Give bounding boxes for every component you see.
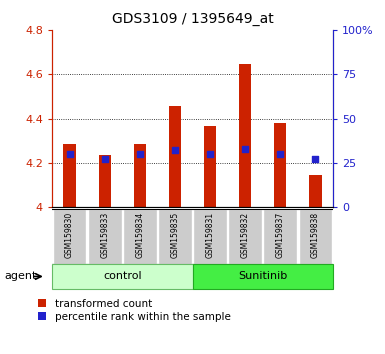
Text: GSM159835: GSM159835 (171, 212, 179, 258)
Text: Sunitinib: Sunitinib (238, 272, 287, 281)
Bar (193, 209, 227, 264)
Bar (228, 209, 262, 264)
Point (67, 151, 73, 157)
Point (207, 151, 213, 157)
Bar (274, 123, 286, 207)
Point (277, 151, 283, 157)
Bar (263, 209, 297, 264)
Bar (88, 209, 122, 264)
Bar (158, 209, 192, 264)
Bar (192, 264, 333, 289)
Bar (53, 209, 86, 264)
Bar (299, 209, 332, 264)
Text: GSM159833: GSM159833 (100, 212, 109, 258)
Text: GSM159832: GSM159832 (241, 212, 250, 258)
Legend: transformed count, percentile rank within the sample: transformed count, percentile rank withi… (38, 299, 231, 322)
Bar (64, 144, 76, 207)
Text: control: control (103, 272, 142, 281)
Text: GSM159837: GSM159837 (276, 212, 285, 258)
Point (102, 156, 108, 162)
Bar (123, 209, 157, 264)
Bar (204, 126, 216, 207)
Title: GDS3109 / 1395649_at: GDS3109 / 1395649_at (112, 12, 273, 26)
Text: GSM159838: GSM159838 (311, 212, 320, 258)
Bar (99, 155, 111, 207)
Point (172, 148, 178, 153)
Point (137, 151, 143, 157)
Bar (239, 64, 251, 207)
Text: GSM159834: GSM159834 (135, 212, 144, 258)
Bar (309, 175, 321, 207)
Text: GSM159830: GSM159830 (65, 212, 74, 258)
Bar (52, 264, 192, 289)
Point (242, 146, 248, 152)
Point (312, 156, 318, 162)
Text: agent: agent (4, 272, 37, 281)
Bar (134, 144, 146, 207)
Text: GSM159831: GSM159831 (206, 212, 214, 258)
Bar (169, 107, 181, 207)
